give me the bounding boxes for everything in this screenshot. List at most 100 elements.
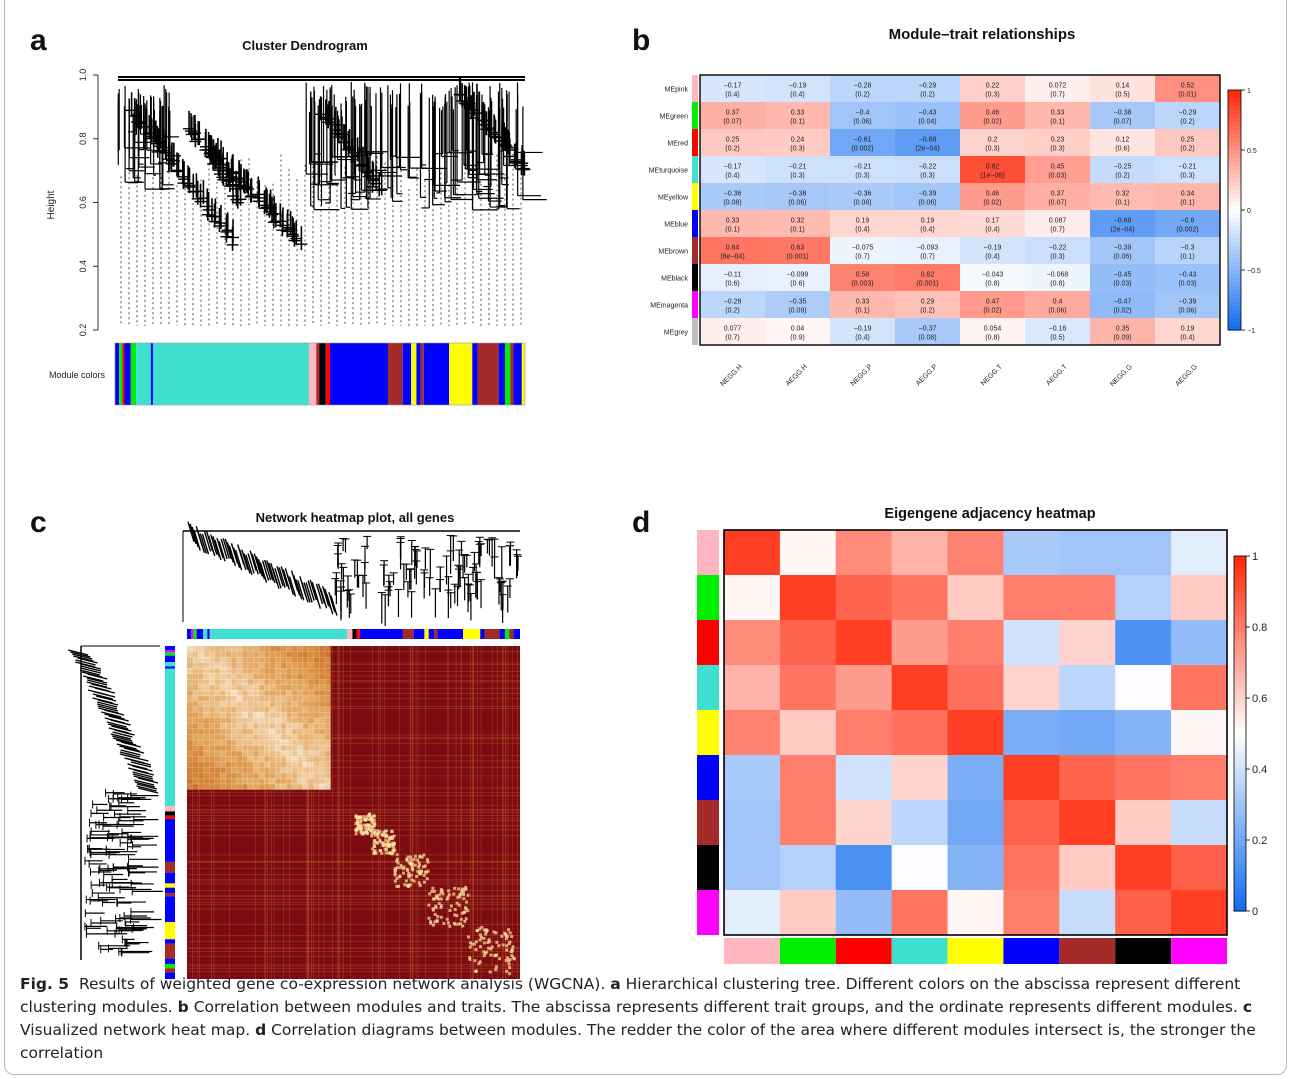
heatmap-block-cell <box>258 745 265 752</box>
heatmap-block-cell <box>297 701 304 708</box>
row-label: MEgrey <box>664 330 689 337</box>
heatmap-block-cell <box>302 684 309 691</box>
adjacency-cell <box>1003 845 1060 891</box>
heatmap-cell <box>765 102 831 130</box>
colorbar-step <box>1234 905 1246 912</box>
heatmap-block-cell <box>313 679 320 686</box>
heatmap-cell <box>895 129 961 157</box>
left-module-color <box>165 646 175 651</box>
heatmap-block-cell <box>291 734 298 741</box>
colorbar-step <box>1234 774 1246 780</box>
left-module-color <box>165 943 175 959</box>
heatmap-block-cell <box>192 695 199 702</box>
adjacency-cell <box>779 665 837 711</box>
heatmap-speckle <box>428 892 432 896</box>
heatmap-block-cell <box>324 668 331 675</box>
heatmap-speckle <box>479 945 483 949</box>
heatmap-speckle <box>383 847 387 851</box>
top-module-color <box>480 629 485 639</box>
heatmap-block-cell <box>264 783 271 790</box>
left-dendrogram-branch <box>107 723 129 730</box>
heatmap-speckle <box>380 841 384 845</box>
heatmap-block-cell <box>247 772 254 779</box>
heatmap-cell <box>1025 156 1091 184</box>
heatmap-block-cell <box>286 739 293 746</box>
heatmap-block-cell <box>225 723 232 730</box>
heatmap-block-cell <box>264 756 271 763</box>
heatmap-block-cell <box>220 728 227 735</box>
top-dendrogram-branch <box>189 523 197 545</box>
heatmap-block-cell <box>264 657 271 664</box>
heatmap-speckle <box>422 874 426 878</box>
cell-pvalue: (8e−04) <box>720 254 744 261</box>
heatmap-speckle <box>485 929 489 933</box>
heatmap-speckle <box>399 863 403 867</box>
heatmap-speckle <box>493 954 497 958</box>
heatmap-speckle <box>356 823 360 827</box>
colorbar-step <box>1228 130 1241 135</box>
colorbar-step <box>1228 182 1241 187</box>
heatmap-block-cell <box>214 778 221 785</box>
heatmap-speckle <box>426 869 430 873</box>
heatmap-cell <box>830 237 896 265</box>
heatmap-block-cell <box>319 690 326 697</box>
y-tick-label: 0.6 <box>78 196 88 209</box>
colorbar-step <box>1234 855 1246 861</box>
heatmap-speckle <box>373 849 377 853</box>
heatmap-speckle <box>388 851 392 855</box>
row-label: MEturquoise <box>649 168 688 175</box>
heatmap-cell <box>1155 318 1221 346</box>
cell-value: −0.19 <box>854 326 872 333</box>
cell-pvalue: (0.07) <box>1048 200 1066 207</box>
heatmap-speckle <box>373 839 377 843</box>
heatmap-block-cell <box>258 690 265 697</box>
heatmap-cell <box>700 156 766 184</box>
heatmap-cell <box>700 183 766 211</box>
heatmap-speckle <box>482 941 486 945</box>
heatmap-cell <box>765 237 831 265</box>
left-dendrogram-branch <box>108 715 129 722</box>
cell-pvalue: (0.03) <box>1178 281 1196 288</box>
heatmap-block-cell <box>187 739 194 746</box>
module-color-swatch <box>692 210 698 237</box>
heatmap-block-cell <box>302 668 309 675</box>
colorbar-step <box>1228 146 1241 151</box>
heatmap-cell <box>830 156 896 184</box>
row-module-swatch <box>697 665 719 710</box>
heatmap-cell <box>1090 237 1156 265</box>
module-color-segment <box>477 343 499 405</box>
heatmap-block-cell <box>308 679 315 686</box>
heatmap-block-cell <box>236 668 243 675</box>
caption-part-text: Visualized network heat map. <box>20 1021 251 1039</box>
heatmap-speckle <box>425 858 429 862</box>
adjacency-cell <box>1059 530 1116 576</box>
heatmap-block-cell <box>247 684 254 691</box>
heatmap-speckle <box>391 842 395 846</box>
heatmap-block-cell <box>242 690 249 697</box>
cell-value: −0.36 <box>854 191 872 198</box>
heatmap-speckle <box>376 829 380 833</box>
heatmap-speckle <box>434 906 438 910</box>
module-color-segment <box>115 343 120 405</box>
heatmap-block-cell <box>236 723 243 730</box>
colorbar-step <box>1234 713 1246 719</box>
heatmap-block-cell <box>236 739 243 746</box>
heatmap-block-cell <box>319 772 326 779</box>
heatmap-block-cell <box>198 756 205 763</box>
left-module-color <box>165 811 175 816</box>
heatmap-speckle <box>422 865 426 869</box>
heatmap-block-cell <box>319 706 326 713</box>
heatmap-block-cell <box>209 750 216 757</box>
heatmap-block-cell <box>324 739 331 746</box>
colorbar-step <box>1234 784 1246 790</box>
heatmap-speckle <box>474 969 478 973</box>
heatmap-block-cell <box>302 734 309 741</box>
heatmap-block-cell <box>198 783 205 790</box>
heatmap-cell <box>1090 318 1156 346</box>
cell-value: 0.33 <box>791 110 805 117</box>
heatmap-block-cell <box>253 717 260 724</box>
heatmap-block-cell <box>280 761 287 768</box>
heatmap-speckle <box>355 818 359 822</box>
left-dendrogram-branch <box>137 777 159 784</box>
cell-value: 0.64 <box>726 245 740 252</box>
